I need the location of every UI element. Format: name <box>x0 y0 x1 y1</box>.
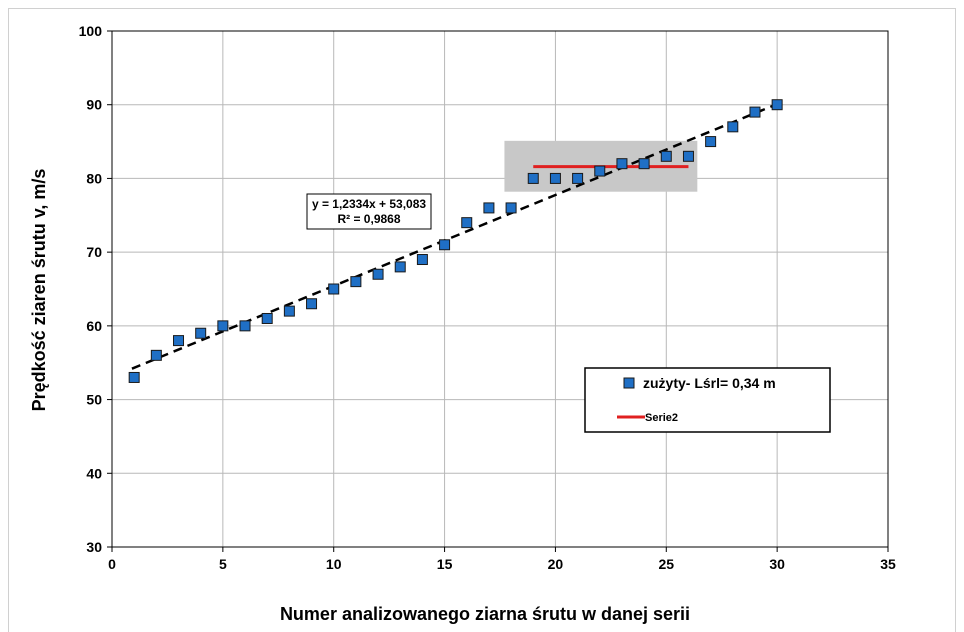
y-tick-label: 70 <box>86 244 102 260</box>
data-point <box>261 312 273 324</box>
data-point <box>705 136 717 148</box>
y-tick-label: 100 <box>79 23 103 39</box>
data-point <box>461 217 473 229</box>
x-tick-label: 30 <box>769 556 785 572</box>
data-point <box>173 335 185 347</box>
data-point <box>150 349 162 361</box>
y-axis-ticks: 30 40 50 60 70 80 90 100 <box>79 23 112 555</box>
x-tick-label: 5 <box>219 556 227 572</box>
grid <box>112 31 888 547</box>
data-point <box>660 150 672 162</box>
x-tick-label: 15 <box>437 556 453 572</box>
x-axis-title: Numer analizowanego ziarna śrutu w danej… <box>280 604 690 624</box>
data-point <box>727 121 739 133</box>
data-point <box>328 283 340 295</box>
x-tick-label: 0 <box>108 556 116 572</box>
data-point <box>394 261 406 273</box>
data-point <box>572 172 584 184</box>
y-tick-label: 90 <box>86 97 102 113</box>
data-point <box>306 298 318 310</box>
y-tick-label: 30 <box>86 539 102 555</box>
data-point <box>505 202 517 214</box>
data-point <box>594 165 606 177</box>
y-axis-title: Prędkość ziaren śrutu v, m/s <box>29 169 49 412</box>
data-point <box>682 150 694 162</box>
x-tick-label: 25 <box>658 556 674 572</box>
x-tick-label: 20 <box>548 556 564 572</box>
x-tick-label: 10 <box>326 556 342 572</box>
data-point <box>749 106 761 118</box>
trendline-equation-box: y = 1,2334x + 53,083 R² = 0,9868 <box>306 193 432 230</box>
data-point <box>283 305 295 317</box>
trendline <box>131 102 780 370</box>
plot-area <box>111 30 889 548</box>
y-tick-label: 50 <box>86 392 102 408</box>
data-point <box>217 320 229 332</box>
trendline-r2: R² = 0,9868 <box>337 212 400 226</box>
data-point <box>616 158 628 170</box>
data-point <box>483 202 495 214</box>
data-point <box>439 239 451 251</box>
data-point <box>771 99 783 111</box>
data-points <box>128 99 783 383</box>
legend-label-series2: Serie2 <box>645 412 678 424</box>
data-point <box>372 268 384 280</box>
legend-label-series1: zużyty- Lśrl= 0,34 m <box>643 375 776 391</box>
chart-frame <box>8 8 956 632</box>
data-point <box>239 320 251 332</box>
legend: zużyty- Lśrl= 0,34 m Serie2 <box>584 367 831 433</box>
legend-marker-series1 <box>623 377 635 389</box>
y-tick-label: 40 <box>86 465 102 481</box>
data-point <box>195 327 207 339</box>
data-point <box>128 371 140 383</box>
data-point <box>350 276 362 288</box>
x-tick-label: 35 <box>880 556 896 572</box>
data-point <box>416 254 428 266</box>
y-tick-label: 80 <box>86 170 102 186</box>
trendline-equation: y = 1,2334x + 53,083 <box>312 197 426 211</box>
data-point <box>638 158 650 170</box>
x-axis-ticks: 0 5 10 15 20 25 30 35 <box>108 547 896 572</box>
data-point <box>549 172 561 184</box>
y-tick-label: 60 <box>86 318 102 334</box>
data-point <box>527 172 539 184</box>
